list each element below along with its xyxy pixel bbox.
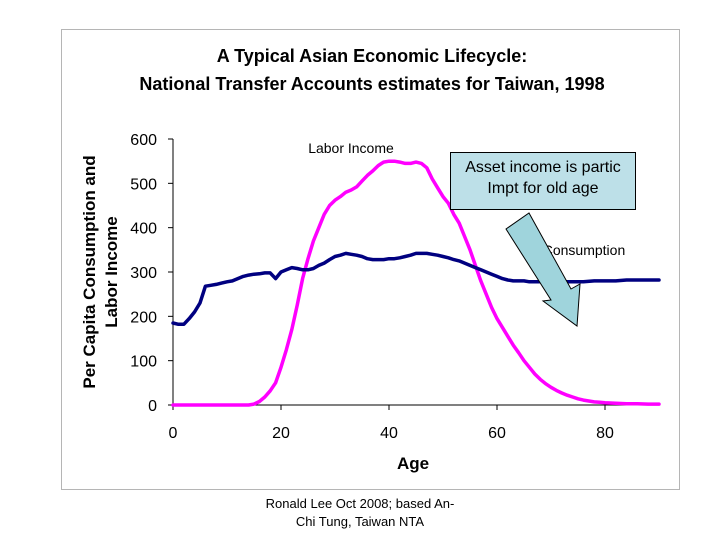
source-credit: Ronald Lee Oct 2008; based An- Chi Tung,… bbox=[230, 495, 490, 531]
y-tick-label: 500 bbox=[130, 176, 157, 193]
credit-line-2: Chi Tung, Taiwan NTA bbox=[295, 514, 425, 529]
x-tick-label: 40 bbox=[380, 425, 398, 442]
callout-line-2: Impt for old age bbox=[487, 180, 599, 197]
y-tick-label: 300 bbox=[130, 265, 157, 282]
y-axis-title: Per Capita Consumption and Labor Income bbox=[80, 155, 121, 388]
x-axis-title: Age bbox=[397, 454, 429, 473]
y-axis-title-line-2: Labor Income bbox=[102, 216, 121, 327]
x-tick-label: 80 bbox=[596, 425, 614, 442]
y-tick-label: 400 bbox=[130, 221, 157, 238]
chart-title-line-1: A Typical Asian Economic Lifecycle: bbox=[217, 46, 527, 66]
annotation-callout-box: Asset income is partic Impt for old age bbox=[450, 152, 636, 210]
y-tick-label: 600 bbox=[130, 132, 157, 149]
consumption-series-label: Consumption bbox=[543, 242, 626, 258]
y-tick-label: 100 bbox=[130, 354, 157, 371]
consumption-line bbox=[171, 251, 661, 327]
callout-line-1: Asset income is partic bbox=[465, 159, 621, 176]
credit-line-1: Ronald Lee Oct 2008; based An- bbox=[265, 496, 455, 511]
y-axis: 0 100 200 300 400 500 600 bbox=[130, 132, 174, 415]
labor-income-series-label: Labor Income bbox=[308, 140, 394, 156]
x-tick-label: 0 bbox=[169, 425, 178, 442]
x-tick-label: 20 bbox=[272, 425, 290, 442]
down-arrow-icon bbox=[505, 212, 581, 327]
series-layer bbox=[171, 159, 661, 407]
y-tick-label: 0 bbox=[148, 398, 157, 415]
x-axis: 0 20 40 60 80 bbox=[169, 404, 659, 442]
x-tick-label: 60 bbox=[488, 425, 506, 442]
y-tick-label: 200 bbox=[130, 309, 157, 326]
chart-title-line-2: National Transfer Accounts estimates for… bbox=[139, 74, 604, 94]
y-axis-title-line-1: Per Capita Consumption and bbox=[80, 155, 99, 388]
labor-income-line bbox=[171, 159, 661, 407]
